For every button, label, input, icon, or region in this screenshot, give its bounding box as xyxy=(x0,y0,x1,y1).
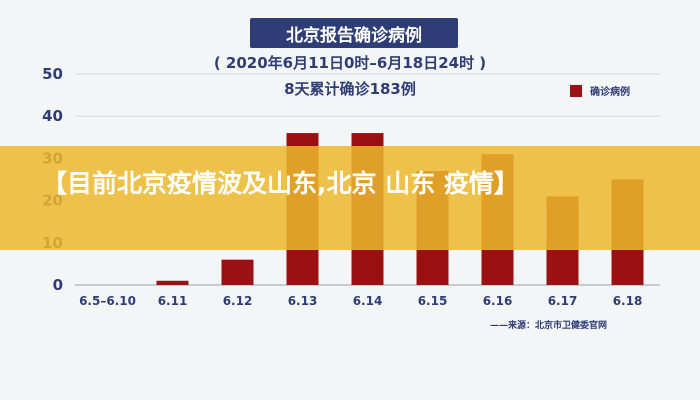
y-tick-label: 40 xyxy=(42,107,63,125)
y-tick-label: 0 xyxy=(53,276,63,294)
source-note: ——来源：北京市卫健委官网 xyxy=(490,321,608,331)
chart-subtitle: ( 2020年6月11日0时–6月18日24时 ) xyxy=(213,54,487,72)
x-tick-label: 6.16 xyxy=(483,294,513,308)
x-tick-label: 6.13 xyxy=(288,294,318,308)
x-tick-label: 6.17 xyxy=(548,294,578,308)
legend-swatch xyxy=(570,84,582,97)
headline-banner xyxy=(0,146,700,250)
x-tick-label: 6.11 xyxy=(158,294,188,308)
y-tick-label: 50 xyxy=(42,65,63,83)
x-tick-label: 6.5–6.10 xyxy=(79,294,136,308)
bar xyxy=(221,259,254,285)
legend-label: 确诊病例 xyxy=(590,87,630,98)
chart-title: 北京报告确诊病例 xyxy=(250,18,458,48)
headline-text[interactable]: 【目前北京疫情波及山东,北京 山东 疫情】 xyxy=(42,169,519,198)
x-tick-label: 6.18 xyxy=(613,294,643,308)
x-tick-label: 6.12 xyxy=(223,294,253,308)
legend: 确诊病例 xyxy=(570,83,630,98)
chart-summary: 8天累计确诊183例 xyxy=(284,80,416,98)
bar xyxy=(156,280,189,285)
x-tick-label: 6.15 xyxy=(418,294,448,308)
x-tick-label: 6.14 xyxy=(353,294,383,308)
